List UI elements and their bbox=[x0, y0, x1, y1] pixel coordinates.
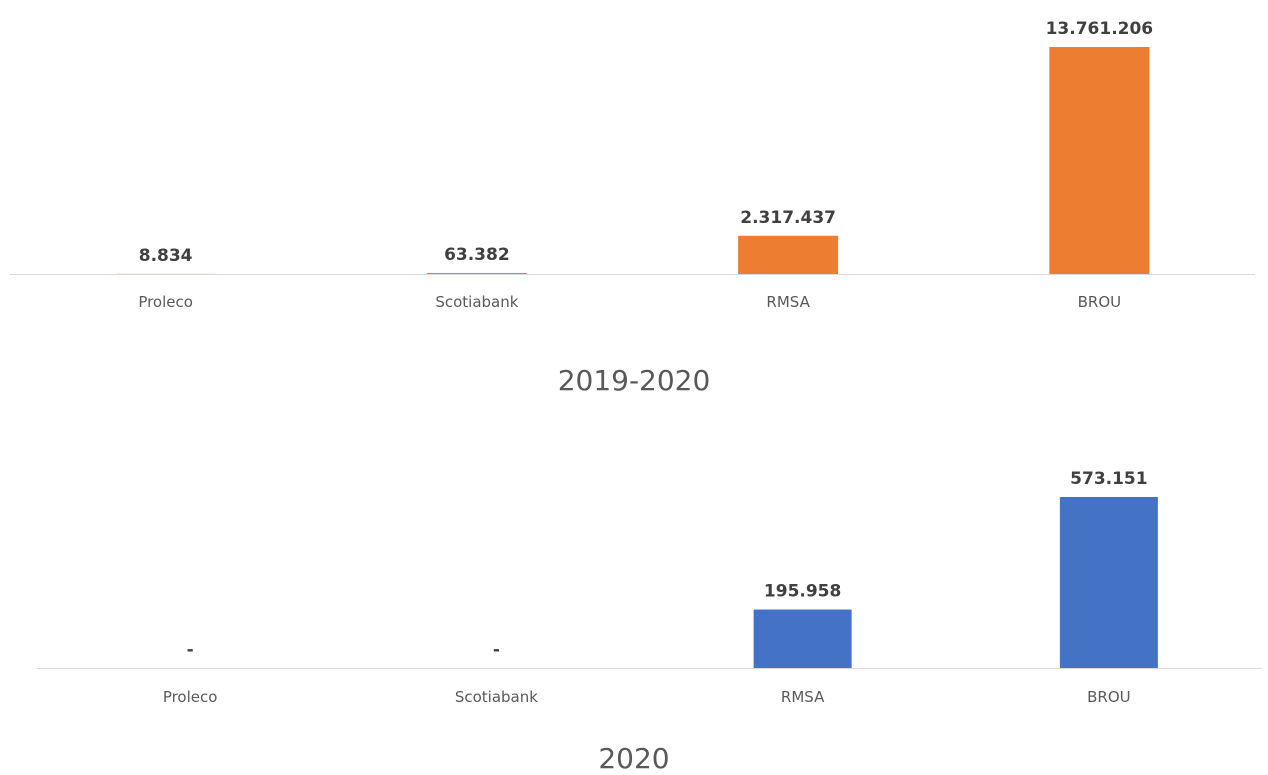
chart-2019-2020: 8.834 Proleco 63.382 Scotiabank 2.317.437 RMS… bbox=[0, 0, 1268, 410]
tick-label-proleco: Proleco bbox=[163, 688, 218, 706]
data-label-rmsa: 2.317.437 bbox=[740, 208, 836, 228]
data-label-scotiabank: - bbox=[493, 640, 500, 660]
data-label-rmsa: 195.958 bbox=[764, 582, 841, 602]
data-label-brou: 13.761.206 bbox=[1046, 19, 1154, 39]
data-label-brou: 573.151 bbox=[1070, 469, 1147, 489]
chart-title: 2019-2020 bbox=[0, 364, 1268, 397]
bar-rmsa bbox=[754, 610, 852, 668]
tick-label-brou: BROU bbox=[1087, 688, 1131, 706]
data-label-proleco: - bbox=[187, 640, 194, 660]
bar-brou bbox=[1049, 47, 1149, 274]
tick-label-rmsa: RMSA bbox=[766, 293, 810, 311]
tick-label-proleco: Proleco bbox=[138, 293, 193, 311]
chart-title: 2020 bbox=[0, 742, 1268, 775]
chart-2020: - Proleco - Scotiabank 195.958 RMSA 573.151 BRO… bbox=[0, 440, 1268, 774]
data-label-scotiabank: 63.382 bbox=[444, 245, 510, 265]
chart-2019-2020-plot: 8.834 Proleco 63.382 Scotiabank 2.317.437 RMS… bbox=[0, 0, 1268, 340]
bar-rmsa bbox=[738, 236, 838, 274]
tick-label-scotiabank: Scotiabank bbox=[435, 293, 518, 311]
data-label-proleco: 8.834 bbox=[139, 246, 193, 266]
tick-label-scotiabank: Scotiabank bbox=[455, 688, 538, 706]
tick-label-rmsa: RMSA bbox=[781, 688, 825, 706]
chart-2020-plot: - Proleco - Scotiabank 195.958 RMSA 573.151 BRO… bbox=[0, 440, 1268, 720]
bar-scotiabank bbox=[427, 273, 527, 274]
bar-brou bbox=[1060, 497, 1158, 668]
tick-label-brou: BROU bbox=[1078, 293, 1122, 311]
